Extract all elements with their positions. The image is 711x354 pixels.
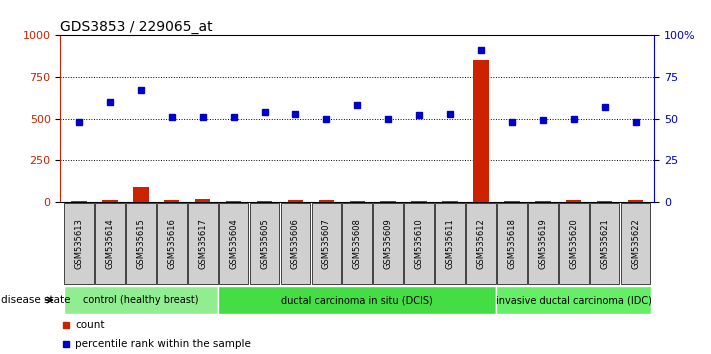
Bar <box>497 202 527 284</box>
Text: GSM535613: GSM535613 <box>75 218 83 269</box>
Bar <box>535 201 550 202</box>
Bar <box>126 202 156 284</box>
Text: GSM535606: GSM535606 <box>291 218 300 269</box>
Bar <box>412 201 427 202</box>
Text: GSM535611: GSM535611 <box>446 218 454 269</box>
Bar <box>71 201 87 202</box>
Bar <box>496 286 651 314</box>
Text: GSM535621: GSM535621 <box>600 218 609 269</box>
Bar <box>466 202 496 284</box>
Bar <box>257 201 272 202</box>
Bar <box>319 200 334 202</box>
Bar <box>195 199 210 202</box>
Bar <box>405 202 434 284</box>
Bar <box>188 202 218 284</box>
Text: GSM535604: GSM535604 <box>229 218 238 269</box>
Bar <box>226 201 241 202</box>
Bar <box>64 202 94 284</box>
Bar <box>528 202 557 284</box>
Bar <box>164 200 179 202</box>
Text: invasive ductal carcinoma (IDC): invasive ductal carcinoma (IDC) <box>496 295 652 305</box>
Text: ductal carcinoma in situ (DCIS): ductal carcinoma in situ (DCIS) <box>282 295 433 305</box>
Text: count: count <box>75 320 105 330</box>
Bar <box>157 202 186 284</box>
Text: GSM535608: GSM535608 <box>353 218 362 269</box>
Text: GDS3853 / 229065_at: GDS3853 / 229065_at <box>60 21 213 34</box>
Bar <box>628 200 643 202</box>
Bar <box>566 200 582 202</box>
Bar <box>435 202 465 284</box>
Bar <box>343 202 372 284</box>
Text: GSM535615: GSM535615 <box>137 218 145 269</box>
Bar <box>474 61 488 202</box>
Bar <box>350 201 365 202</box>
Bar <box>63 286 218 314</box>
Bar <box>621 202 651 284</box>
Bar <box>559 202 589 284</box>
Text: GSM535609: GSM535609 <box>384 218 392 269</box>
Text: GSM535610: GSM535610 <box>415 218 424 269</box>
Bar <box>373 202 403 284</box>
Text: GSM535620: GSM535620 <box>570 218 578 269</box>
Text: percentile rank within the sample: percentile rank within the sample <box>75 339 251 349</box>
Text: GSM535607: GSM535607 <box>322 218 331 269</box>
Bar <box>218 286 496 314</box>
Bar <box>590 202 619 284</box>
Text: GSM535622: GSM535622 <box>631 218 640 269</box>
Bar <box>133 187 149 202</box>
Bar <box>504 201 520 202</box>
Bar <box>281 202 310 284</box>
Text: GSM535605: GSM535605 <box>260 218 269 269</box>
Text: control (healthy breast): control (healthy breast) <box>83 295 198 305</box>
Text: GSM535612: GSM535612 <box>476 218 486 269</box>
Text: GSM535617: GSM535617 <box>198 218 207 269</box>
Text: disease state: disease state <box>1 295 70 305</box>
Text: GSM535619: GSM535619 <box>538 218 547 269</box>
Bar <box>597 201 612 202</box>
Bar <box>95 202 124 284</box>
Bar <box>288 200 303 202</box>
Bar <box>250 202 279 284</box>
Text: GSM535614: GSM535614 <box>105 218 114 269</box>
Bar <box>219 202 248 284</box>
Text: GSM535616: GSM535616 <box>167 218 176 269</box>
Bar <box>442 201 458 202</box>
Bar <box>102 200 117 202</box>
Bar <box>380 201 396 202</box>
Text: GSM535618: GSM535618 <box>508 218 516 269</box>
Bar <box>311 202 341 284</box>
